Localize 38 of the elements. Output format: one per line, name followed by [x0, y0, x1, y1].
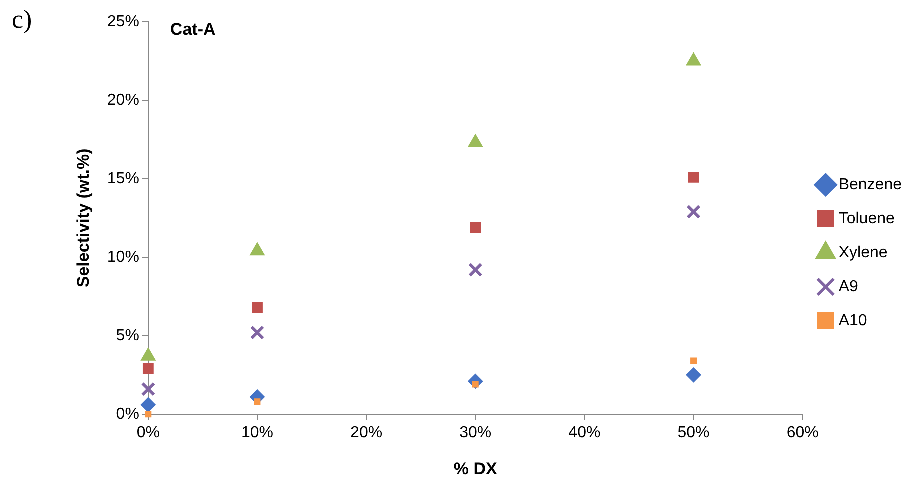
x-tick-label: 30%	[460, 424, 492, 442]
point	[141, 382, 156, 396]
point	[686, 52, 702, 66]
x-tick-label: 20%	[350, 424, 383, 442]
legend-label: A9	[838, 278, 859, 296]
point	[250, 326, 265, 340]
legend-label: Xylene	[838, 244, 888, 262]
point	[140, 397, 156, 412]
y-axis-title: Selectivity (wt.%)	[74, 148, 93, 288]
point	[250, 242, 265, 256]
x-tick-label: 0%	[136, 424, 160, 442]
point	[690, 358, 697, 364]
y-tick-label: 20%	[107, 92, 140, 109]
legend-label: Toluene	[838, 210, 895, 228]
x-tick-label: 60%	[786, 424, 819, 442]
point	[470, 222, 482, 234]
x-tick-label: 50%	[678, 424, 710, 442]
legend-label: Benzene	[838, 176, 902, 194]
x-tick-label: 40%	[568, 424, 601, 442]
x-tick-label: 10%	[241, 424, 274, 442]
point	[142, 363, 154, 374]
point	[688, 172, 700, 183]
point	[468, 134, 484, 148]
point	[252, 302, 263, 314]
point	[468, 262, 483, 278]
point	[254, 398, 261, 406]
y-tick-label: 25%	[107, 13, 140, 30]
chart-title: Cat-A	[170, 20, 216, 40]
text: c)	[12, 4, 32, 34]
y-tick-label: 10%	[107, 248, 140, 266]
x-axis-title: % DX	[454, 459, 498, 478]
point	[686, 204, 701, 220]
y-tick-label: 0%	[116, 406, 140, 423]
point	[686, 368, 702, 383]
point	[145, 411, 152, 418]
y-tick-label: 15%	[107, 170, 140, 188]
y-tick-label: 5%	[116, 327, 140, 344]
legend-label: A10	[838, 312, 868, 330]
